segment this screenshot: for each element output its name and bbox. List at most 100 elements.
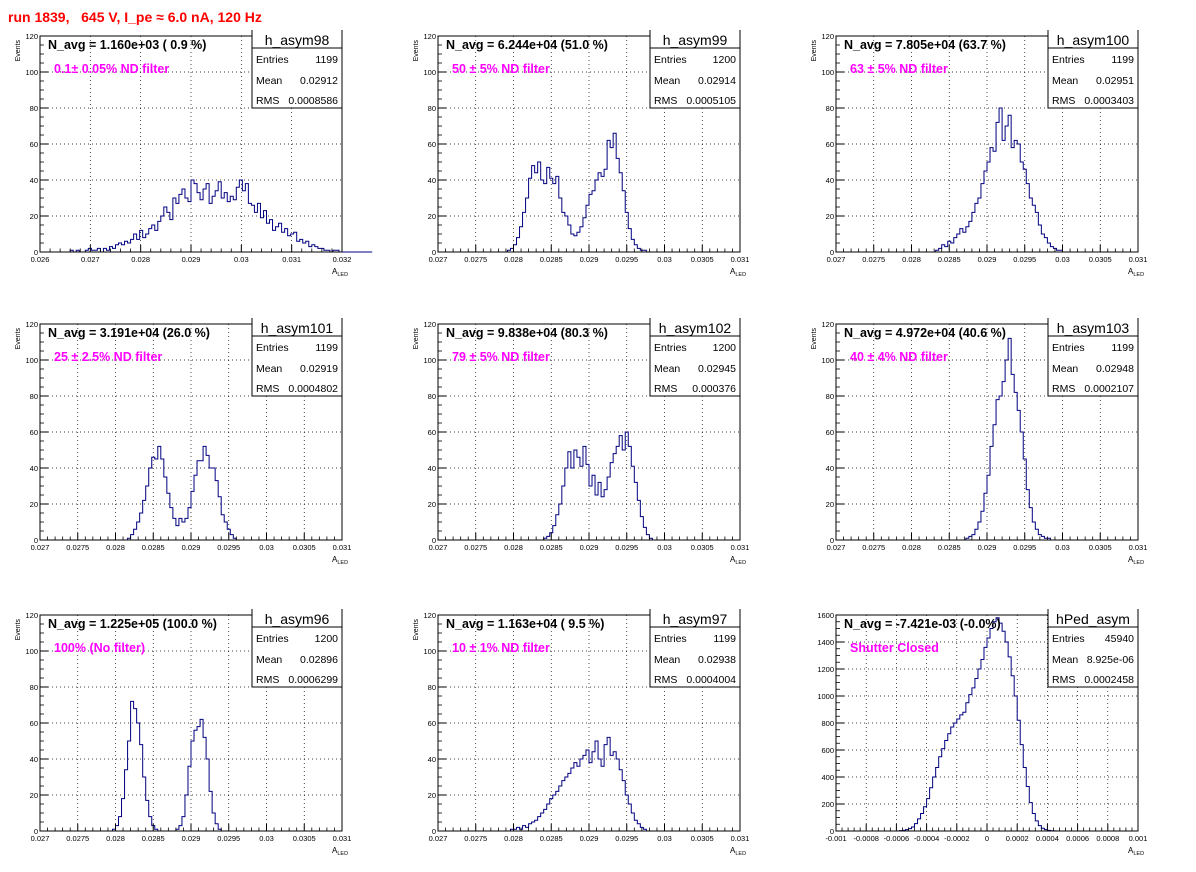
x-axis: 0.027 0.0275 0.028 0.0285 0.029 0.0295 0.03 0.0… [827,245,1148,264]
stats-mean-value: 0.02945 [698,363,736,375]
filter-label: 25 ± 2.5% ND filter [54,350,162,364]
navg-label: N_avg = 1.163e+04 ( 9.5 %) [446,617,604,631]
histogram-name: h_asym103 [1057,320,1130,336]
x-tick-label: 0.0285 [540,834,563,843]
y-tick-label: 20 [30,500,38,509]
stats-box: h_asym102 Entries 1200 Mean 0.02945 RMS 0.0003… [649,318,741,397]
y-axis: 0 20 40 60 80 100 120 [25,32,48,257]
stats-rms-label: RMS [256,95,279,107]
stats-rms-value: 0.0002458 [1084,674,1134,686]
y-axis: 0 20 40 60 80 100 120 [423,32,446,257]
stats-entries-label: Entries [256,633,289,645]
x-axis: 0.026 0.027 0.028 0.029 0.03 0.031 0.032 [31,245,352,264]
stats-box-frame [649,318,741,397]
stats-box: h_asym98 Entries 1199 Mean 0.02912 RMS 0.00085… [251,30,343,109]
y-tick-label: 0 [432,248,436,257]
y-tick-label: 20 [826,500,834,509]
x-tick-label: 0.0006 [1066,834,1089,843]
x-axis-label: ALED [332,846,348,857]
x-tick-label: 0.0295 [217,543,240,552]
x-tick-label: 0.0275 [862,255,885,264]
x-tick-label: 0.031 [333,543,352,552]
x-tick-label: 0.0295 [615,834,638,843]
x-axis: 0.027 0.0275 0.028 0.0285 0.029 0.0295 0.03 0.0… [31,533,352,552]
stats-mean-label: Mean [1052,654,1078,666]
x-tick-label: 0.031 [1129,255,1148,264]
x-tick-label: 0.027 [429,834,448,843]
y-axis-label: Events [15,40,22,62]
x-tick-label: 0.028 [504,543,523,552]
stats-box: h_asym96 Entries 1200 Mean 0.02896 RMS 0.00062… [251,609,343,688]
x-tick-label: 0.027 [827,255,846,264]
y-tick-label: 80 [428,104,436,113]
x-tick-label: 0.0285 [938,255,961,264]
stats-mean-label: Mean [1052,363,1078,375]
x-axis-label: ALED [730,846,746,857]
filter-label: 10 ± 1% ND filter [452,641,550,655]
navg-label: N_avg = 1.160e+03 ( 0.9 %) [48,38,206,52]
stats-entries-label: Entries [654,342,687,354]
y-axis-label: Events [413,40,420,62]
stats-rms-label: RMS [654,383,677,395]
stats-box: h_asym100 Entries 1199 Mean 0.02951 RMS 0.0003… [1047,30,1139,109]
x-tick-label: 0.031 [731,255,750,264]
y-axis-label: Events [15,328,22,350]
x-tick-label: 0.028 [504,834,523,843]
y-tick-label: 100 [423,68,436,77]
filter-label: 0.1± 0.05% ND filter [54,62,169,76]
x-tick-label: 0.031 [731,543,750,552]
stats-box-frame [251,609,343,688]
y-axis-label: Events [811,40,818,62]
y-axis-label: Events [413,619,420,641]
stats-mean-label: Mean [654,75,680,87]
x-tick-label: 0.0285 [540,255,563,264]
x-axis-label-subscript: LED [337,560,348,566]
y-tick-label: 100 [25,356,38,365]
x-tick-label: 0.031 [731,834,750,843]
histogram-panel-h-asym98: 0.026 0.027 0.028 0.029 0.03 0.031 0.032 0 20 40 6… [15,30,373,278]
x-tick-label: 0.03 [1055,543,1070,552]
y-tick-label: 20 [30,791,38,800]
x-tick-label: 0.03 [259,543,274,552]
x-tick-label: 0.031 [333,834,352,843]
x-tick-label: 0.03 [657,834,672,843]
stats-rms-label: RMS [256,674,279,686]
y-tick-label: 120 [25,32,38,41]
histogram-panel-h-asym101: 0.027 0.0275 0.028 0.0285 0.029 0.0295 0.03 0.0… [15,318,352,566]
x-tick-label: 0.0004 [1036,834,1059,843]
x-tick-label: 0.0305 [691,834,714,843]
stats-entries-value: 45940 [1105,633,1134,645]
stats-entries-value: 1199 [1111,54,1134,66]
x-tick-label: -0.0004 [914,834,939,843]
stats-rms-label: RMS [654,95,677,107]
stats-entries-label: Entries [1052,342,1085,354]
filter-label: 50 ± 5% ND filter [452,62,550,76]
histogram-panel-h-asym96: 0.027 0.0275 0.028 0.0285 0.029 0.0295 0.03 0.0… [15,609,352,857]
x-tick-label: -0.001 [825,834,846,843]
y-axis: 0 20 40 60 80 100 120 [423,320,446,545]
y-tick-label: 400 [821,773,834,782]
navg-label: N_avg = 1.225e+05 (100.0 %) [48,617,217,631]
stats-rms-value: 0.0008586 [288,95,338,107]
x-tick-label: 0.0295 [217,834,240,843]
x-tick-label: 0.0275 [66,543,89,552]
histogram-line [438,736,740,832]
x-tick-label: 0.029 [978,255,997,264]
y-tick-label: 1000 [817,692,834,701]
stats-rms-label: RMS [1052,95,1075,107]
stats-mean-value: 0.02951 [1096,75,1134,87]
x-tick-label: 0.0275 [464,834,487,843]
x-tick-label: 0.03 [657,255,672,264]
x-tick-label: 0.028 [106,543,125,552]
x-tick-label: 0.029 [978,543,997,552]
x-tick-label: 0.032 [333,255,352,264]
stats-mean-label: Mean [256,654,282,666]
y-tick-label: 120 [423,320,436,329]
stats-mean-label: Mean [654,654,680,666]
histogram-name: h_asym98 [265,32,330,48]
x-tick-label: 0.03 [259,834,274,843]
y-tick-label: 120 [25,320,38,329]
stats-box-frame [649,609,741,688]
stats-entries-label: Entries [1052,633,1085,645]
y-tick-label: 60 [428,719,436,728]
